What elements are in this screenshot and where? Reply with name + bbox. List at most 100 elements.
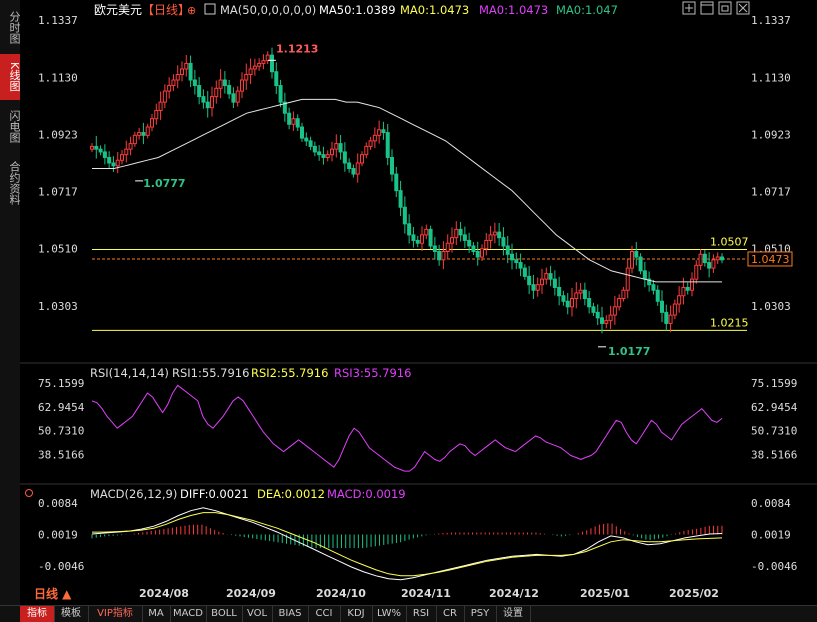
candle-body-135 bbox=[668, 314, 673, 324]
toolbar-tab-11[interactable]: RSI bbox=[406, 606, 437, 622]
candle-body-103 bbox=[531, 284, 536, 291]
toolbar-tab-8[interactable]: CCI bbox=[308, 606, 341, 622]
ma-params: MA(50,0,0,0,0,0) bbox=[220, 3, 316, 17]
date-label-6: 2025/02 bbox=[669, 587, 719, 600]
high-label: 1.1213 bbox=[276, 42, 318, 55]
restore-icon[interactable] bbox=[718, 1, 732, 15]
candle-body-0 bbox=[90, 145, 94, 150]
rsi2-value: RSI2:55.7916 bbox=[251, 366, 328, 380]
candle-body-128 bbox=[638, 256, 643, 272]
candle-body-16 bbox=[158, 101, 163, 111]
macd-settings-icon[interactable] bbox=[25, 489, 33, 497]
candle-body-68 bbox=[381, 129, 386, 134]
candle-body-140 bbox=[690, 278, 694, 291]
rsi-tick-left-3: 38.5166 bbox=[38, 448, 84, 461]
toolbar-tab-14[interactable]: 设置 bbox=[496, 606, 531, 622]
symbol-name: 欧元美元 bbox=[94, 3, 142, 17]
toolbar-tab-3[interactable]: MA bbox=[142, 606, 171, 622]
candle-body-50 bbox=[304, 137, 309, 142]
toolbar-tab-12[interactable]: CR bbox=[436, 606, 465, 622]
low1-label: 1.0777 bbox=[143, 177, 185, 190]
ma0-value-3: MA0:1.047 bbox=[556, 3, 618, 17]
price-tick-right-5: 1.0303 bbox=[751, 300, 791, 313]
toolbar-tab-6[interactable]: VOL bbox=[242, 606, 273, 622]
toolbar-tab-10[interactable]: LW% bbox=[372, 606, 407, 622]
period-label[interactable]: 【日线】 bbox=[142, 3, 190, 17]
crosshair-icon[interactable] bbox=[682, 1, 696, 15]
last-price-box bbox=[747, 251, 793, 267]
rsi-tick-left-0: 75.1599 bbox=[38, 377, 84, 390]
candle-body-92 bbox=[484, 239, 489, 250]
candle-body-99 bbox=[514, 259, 519, 264]
resistance-label: 1.0507 bbox=[710, 236, 749, 249]
candle-body-75 bbox=[411, 234, 416, 241]
candle-body-107 bbox=[548, 273, 553, 280]
date-label-3: 2024/11 bbox=[401, 587, 451, 600]
candle-body-72 bbox=[398, 190, 403, 208]
candle-body-20 bbox=[175, 73, 180, 81]
candle-body-25 bbox=[197, 85, 202, 98]
candle-body-22 bbox=[184, 62, 189, 70]
candle-body-44 bbox=[278, 85, 283, 103]
toolbar-tab-13[interactable]: PSY bbox=[464, 606, 497, 622]
macd-panel: MACD(26,12,9) DIFF:0.0021 DEA:0.0012 MAC… bbox=[20, 483, 817, 581]
price-tick-left-2: 1.0923 bbox=[38, 129, 78, 142]
candle-body-80 bbox=[432, 245, 437, 252]
candle-body-24 bbox=[192, 79, 197, 87]
candle-body-27 bbox=[205, 101, 210, 109]
image-icon[interactable] bbox=[204, 3, 216, 15]
target-icon[interactable]: ⊕ bbox=[187, 4, 196, 17]
kline-chart[interactable]: 欧元美元 【日线】 ⊕ MA(50,0,0,0,0,0) MA50:1.0389… bbox=[20, 0, 817, 605]
candle-body-3 bbox=[102, 151, 107, 158]
candle-body-70 bbox=[390, 156, 394, 175]
sidebar-item-kline[interactable]: K线图 bbox=[0, 54, 21, 100]
candle-body-52 bbox=[312, 145, 317, 153]
candles bbox=[90, 47, 724, 348]
candle-body-137 bbox=[677, 295, 682, 305]
toolbar-tab-1[interactable]: 模板 bbox=[54, 606, 89, 622]
candle-body-82 bbox=[441, 250, 446, 261]
sidebar-item-timeshare[interactable]: 分时图 bbox=[8, 10, 21, 44]
macd-tick-right-2: -0.0046 bbox=[751, 560, 797, 573]
candle-body-46 bbox=[287, 112, 292, 125]
date-label-1: 2024/09 bbox=[226, 587, 276, 600]
candle-body-112 bbox=[570, 298, 574, 308]
toolbar-tab-2[interactable]: VIP指标 bbox=[88, 606, 143, 622]
candle-body-147 bbox=[720, 256, 724, 261]
rsi-tick-right-2: 50.7310 bbox=[751, 425, 797, 438]
candle-body-133 bbox=[660, 300, 664, 313]
candle-body-18 bbox=[167, 85, 172, 92]
candle-body-77 bbox=[420, 234, 424, 244]
close-icon[interactable] bbox=[736, 1, 750, 15]
toolbar-tab-7[interactable]: BIAS bbox=[272, 606, 309, 622]
candle-body-21 bbox=[180, 68, 184, 75]
toolbar-tab-9[interactable]: KDJ bbox=[340, 606, 373, 622]
toolbar-tab-0[interactable]: 指标 bbox=[20, 606, 55, 622]
candle-body-58 bbox=[338, 143, 343, 153]
window-icon[interactable] bbox=[700, 1, 714, 15]
candle-body-40 bbox=[261, 60, 266, 64]
macd-value: MACD:0.0019 bbox=[327, 487, 406, 501]
candle-body-87 bbox=[462, 234, 467, 241]
period-switch[interactable]: 日线 ▲ bbox=[34, 586, 72, 601]
candle-body-13 bbox=[145, 126, 150, 136]
candle-body-26 bbox=[201, 96, 206, 103]
candle-body-33 bbox=[231, 93, 236, 103]
candle-body-122 bbox=[612, 306, 617, 316]
candle-body-38 bbox=[252, 65, 257, 70]
toolbar-tab-4[interactable]: MACD bbox=[170, 606, 207, 622]
sidebar-item-contract-info[interactable]: 合约资料 bbox=[8, 161, 21, 205]
candle-body-134 bbox=[664, 311, 669, 324]
candle-body-56 bbox=[330, 148, 334, 156]
candle-body-9 bbox=[128, 143, 133, 150]
toolbar-tab-5[interactable]: BOLL bbox=[206, 606, 243, 622]
candle-body-143 bbox=[702, 253, 707, 264]
sidebar-item-flash[interactable]: 闪电图 bbox=[8, 109, 21, 143]
candle-body-142 bbox=[698, 253, 703, 266]
candle-body-130 bbox=[647, 278, 652, 286]
candle-body-76 bbox=[415, 239, 420, 244]
ma0-value-2: MA0:1.0473 bbox=[479, 3, 548, 17]
candle-body-30 bbox=[218, 79, 223, 89]
price-tick-right-0: 1.1337 bbox=[751, 14, 791, 27]
candle-body-35 bbox=[240, 79, 244, 92]
